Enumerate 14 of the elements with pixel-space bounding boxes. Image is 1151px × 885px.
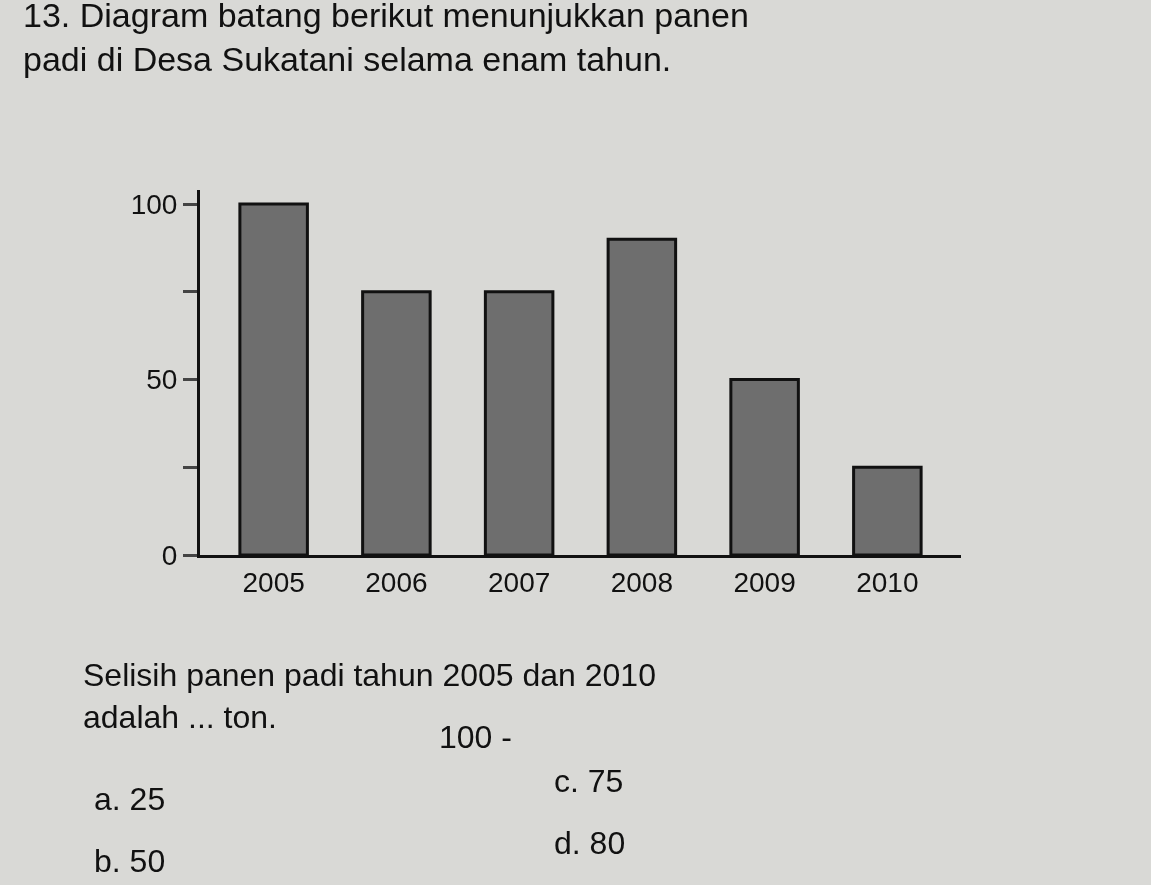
x-tick-label: 2006 xyxy=(365,566,428,598)
x-tick-label: 2010 xyxy=(856,566,919,598)
y-tick-label: 0 xyxy=(161,539,178,571)
x-tick-label: 2005 xyxy=(242,566,305,598)
x-tick-label: 2008 xyxy=(610,566,674,598)
x-tick-label: 2007 xyxy=(487,566,551,598)
x-tick-label: 2009 xyxy=(733,566,796,598)
y-tick-label: 100 xyxy=(130,188,178,220)
text: c. 75 xyxy=(554,763,624,799)
text: d. 80 xyxy=(554,825,626,861)
text: b. 50 xyxy=(94,843,166,879)
chart-title: 13. Diagram batang berikut menunjukkan panen padi di Desa Sukatani selama enam tahun. xyxy=(23,0,749,78)
y-tick-label: 50 xyxy=(146,364,178,396)
text: a. 25 xyxy=(94,781,166,817)
